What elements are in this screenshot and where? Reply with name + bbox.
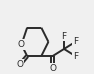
Text: F: F [73,37,78,46]
Text: F: F [61,32,67,41]
Text: F: F [73,52,78,61]
Text: O: O [17,60,24,69]
Text: O: O [18,40,25,49]
Text: O: O [49,64,56,73]
